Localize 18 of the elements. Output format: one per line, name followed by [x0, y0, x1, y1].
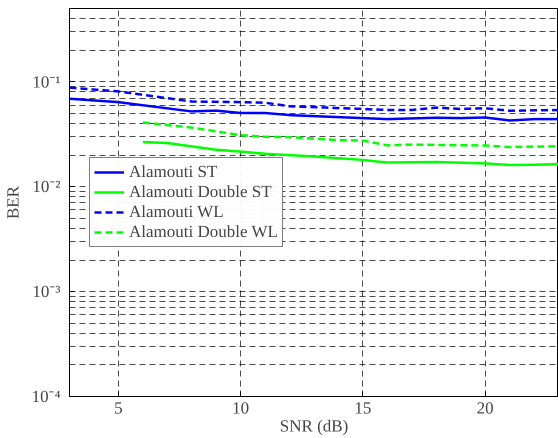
y-axis-title: BER — [4, 185, 23, 220]
x-tick-label: 5 — [114, 398, 123, 418]
line-series — [142, 121, 558, 148]
x-axis-title: SNR (dB) — [280, 416, 348, 436]
legend-label: Alamouti Double WL — [129, 222, 278, 242]
line-series — [70, 86, 558, 112]
y-tick-label: 10⁻³ — [32, 282, 61, 302]
legend-label: Alamouti WL — [129, 202, 224, 222]
y-tick-label: 10⁻¹ — [32, 72, 61, 92]
line-series — [142, 140, 558, 166]
line-series — [70, 98, 558, 122]
legend-label: Alamouti ST — [129, 162, 218, 182]
x-tick-label: 15 — [354, 398, 372, 418]
y-tick-label: 10⁻⁴ — [32, 387, 61, 406]
legend-label: Alamouti Double ST — [129, 182, 272, 202]
x-tick-label: 10 — [232, 398, 250, 418]
x-tick-label: 20 — [476, 398, 494, 418]
y-tick-label: 10⁻² — [32, 177, 61, 196]
